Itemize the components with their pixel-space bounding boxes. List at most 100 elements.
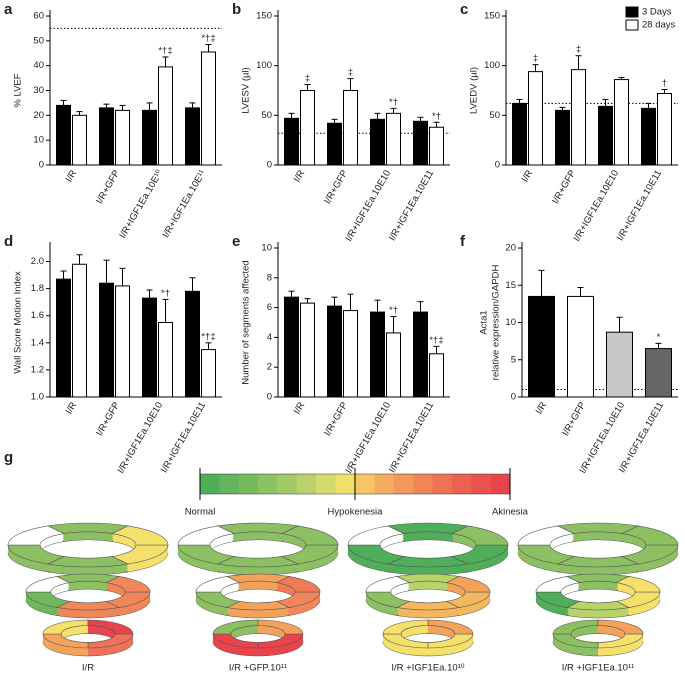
- y-tick-label: 1.6: [31, 310, 44, 321]
- x-tick-label: I/R+GFP: [94, 400, 122, 438]
- significance-label: *†‡: [201, 33, 215, 44]
- legend-label: 28 days: [642, 20, 676, 31]
- bar: [370, 118, 385, 166]
- y-tick-label: 40: [33, 60, 44, 71]
- x-tick-label: I/R+GFP: [94, 168, 122, 206]
- x-tick-label: I/R+IGF1Ea.10E11: [615, 168, 664, 243]
- y-tick-label: 2.0: [31, 256, 44, 267]
- panel-label: f: [460, 233, 466, 250]
- x-tick-label: I/R+GFP: [550, 168, 578, 206]
- significance-label: *†: [389, 305, 398, 316]
- bar: [512, 102, 527, 166]
- ring-segment: [280, 525, 339, 546]
- bar: [327, 122, 342, 166]
- x-tick-label: I/R: [520, 168, 536, 184]
- x-tick-label: I/R+IGF1Ea.10E10: [115, 400, 165, 475]
- significance-label: ‡: [533, 53, 538, 64]
- x-tick-label: I/R: [292, 400, 308, 416]
- y-tick-label: 15: [505, 280, 516, 291]
- scale-label: Akinesia: [492, 507, 529, 518]
- significance-label: *†‡: [201, 331, 215, 342]
- scale-swatch: [316, 474, 336, 494]
- y-tick-label: 150: [256, 11, 272, 22]
- bar: [429, 353, 444, 398]
- x-tick-label: I/R+IGF1Ea.10E10: [343, 168, 393, 243]
- bar: [327, 305, 342, 398]
- panel-label: c: [460, 1, 468, 18]
- x-tick-label: I/R: [292, 168, 308, 184]
- significance-label: ‡: [576, 44, 581, 55]
- bar: [72, 263, 87, 398]
- y-axis-label: Acta1: [479, 310, 490, 334]
- column-label: I/R +GFP.10¹¹: [229, 663, 287, 674]
- bar: [370, 311, 385, 398]
- x-tick-label: I/R+IGF1Ea.10E10: [571, 168, 621, 243]
- bar: [99, 282, 114, 398]
- scale-swatch: [296, 474, 317, 494]
- column-label: I/R: [82, 663, 94, 674]
- bar: [386, 112, 401, 166]
- bar: [56, 278, 71, 398]
- significance-label: *†‡: [429, 335, 443, 346]
- y-axis-label: Wall Score Motion Index: [13, 271, 24, 374]
- bar: [386, 332, 401, 398]
- y-tick-label: 50: [261, 110, 272, 121]
- y-tick-label: 50: [33, 35, 44, 46]
- significance-label: †: [662, 78, 667, 89]
- panel-label: b: [232, 1, 241, 18]
- bar: [343, 310, 358, 398]
- significance-label: ‡: [348, 67, 353, 78]
- bar: [300, 90, 315, 166]
- y-axis-label: LVEDV (µl): [469, 67, 480, 114]
- bar: [343, 90, 358, 166]
- column-label: I/R +IGF1Ea.10¹¹: [562, 663, 635, 674]
- x-tick-label: I/R: [534, 400, 550, 416]
- significance-label: *†: [432, 111, 441, 122]
- significance-label: *†‡: [158, 45, 172, 56]
- y-tick-label: 100: [256, 60, 272, 71]
- scale-swatch: [355, 474, 375, 494]
- x-tick-label: I/R+IGF1Ea.10E10: [343, 400, 393, 475]
- scale-label: Normal: [185, 507, 216, 518]
- bar: [571, 69, 586, 166]
- ring-segment: [87, 619, 134, 635]
- bar: [645, 348, 672, 398]
- bar: [567, 295, 594, 398]
- ring-segment: [450, 525, 509, 546]
- significance-label: *†: [389, 97, 398, 108]
- bar: [413, 311, 428, 398]
- scale-swatch: [432, 474, 453, 494]
- bar: [528, 71, 543, 166]
- y-tick-label: 0: [495, 160, 500, 171]
- bar: [72, 114, 87, 166]
- y-tick-label: 60: [33, 11, 44, 22]
- significance-label: ‡: [305, 73, 310, 84]
- bar: [185, 107, 200, 166]
- y-tick-label: 1.0: [31, 392, 44, 403]
- y-tick-label: 150: [484, 11, 500, 22]
- bar: [158, 66, 173, 166]
- scale-swatch: [219, 474, 240, 494]
- ring-segment: [597, 619, 644, 635]
- bar: [528, 295, 555, 398]
- column-label: I/R +IGF1Ea.10¹⁰: [391, 663, 464, 674]
- x-tick-label: I/R+IGF1Ea.10E11: [159, 400, 208, 475]
- scale-swatch: [451, 474, 472, 494]
- bar: [606, 331, 633, 398]
- scale-swatch: [471, 474, 491, 494]
- y-tick-label: 4: [267, 332, 272, 343]
- x-tick-label: I/R+GFP: [560, 400, 588, 438]
- y-tick-label: 10: [33, 135, 44, 146]
- legend-swatch: [625, 19, 639, 31]
- ring-segment: [620, 525, 679, 546]
- bar: [201, 349, 216, 398]
- bar: [413, 120, 428, 166]
- bar: [142, 109, 157, 166]
- bar: [284, 117, 299, 166]
- scale-swatch: [393, 474, 414, 494]
- bar: [158, 322, 173, 398]
- legend-swatch: [625, 6, 639, 18]
- bar: [641, 107, 656, 166]
- bar: [598, 105, 613, 166]
